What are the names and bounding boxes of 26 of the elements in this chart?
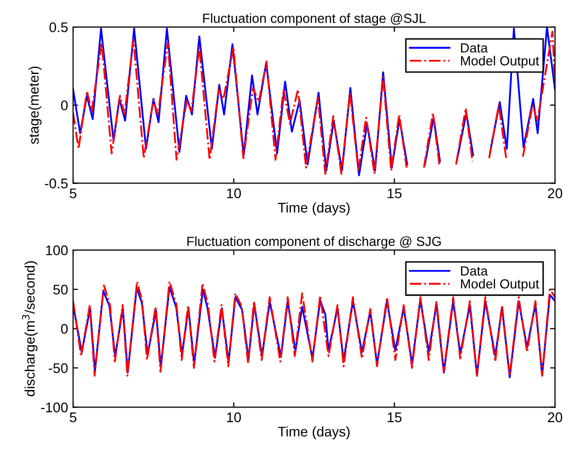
legend-label: Model Output — [461, 278, 540, 292]
x-tick-label: 10 — [227, 188, 241, 198]
y-tick-label: 50 — [53, 284, 68, 295]
y-tick-label: -50 — [48, 363, 68, 374]
x-axis-title: Time (days) — [278, 202, 350, 216]
y-tick-label: 0.5 — [49, 22, 68, 32]
legend-label: Model Output — [461, 56, 540, 68]
y-tick-label: 100 — [46, 245, 68, 256]
x-tick-label: 20 — [548, 412, 562, 422]
x-tick-label: 20 — [548, 188, 562, 198]
x-tick-label: 5 — [70, 188, 76, 198]
y-tick-label: -0.5 — [44, 178, 68, 188]
legend-label: Data — [461, 43, 488, 53]
y-tick-label: 0 — [61, 324, 68, 334]
chart-title: Fluctuation component of stage @SJL — [203, 13, 426, 26]
x-tick-label: 5 — [70, 412, 76, 422]
y-tick-label: 0 — [61, 100, 68, 110]
y-axis-title: stage(meter) — [28, 66, 42, 144]
chart-title: Fluctuation component of discharge @ SJG — [187, 236, 441, 249]
y-tick-label: -100 — [41, 402, 68, 412]
legend-label: Data — [461, 266, 488, 276]
x-tick-label: 10 — [227, 412, 241, 422]
x-axis-title: Time (days) — [278, 426, 350, 440]
x-tick-label: 15 — [388, 188, 402, 198]
y-axis-title: discharge(m$^{3}$/second) — [22, 261, 38, 396]
x-tick-label: 15 — [388, 412, 402, 422]
